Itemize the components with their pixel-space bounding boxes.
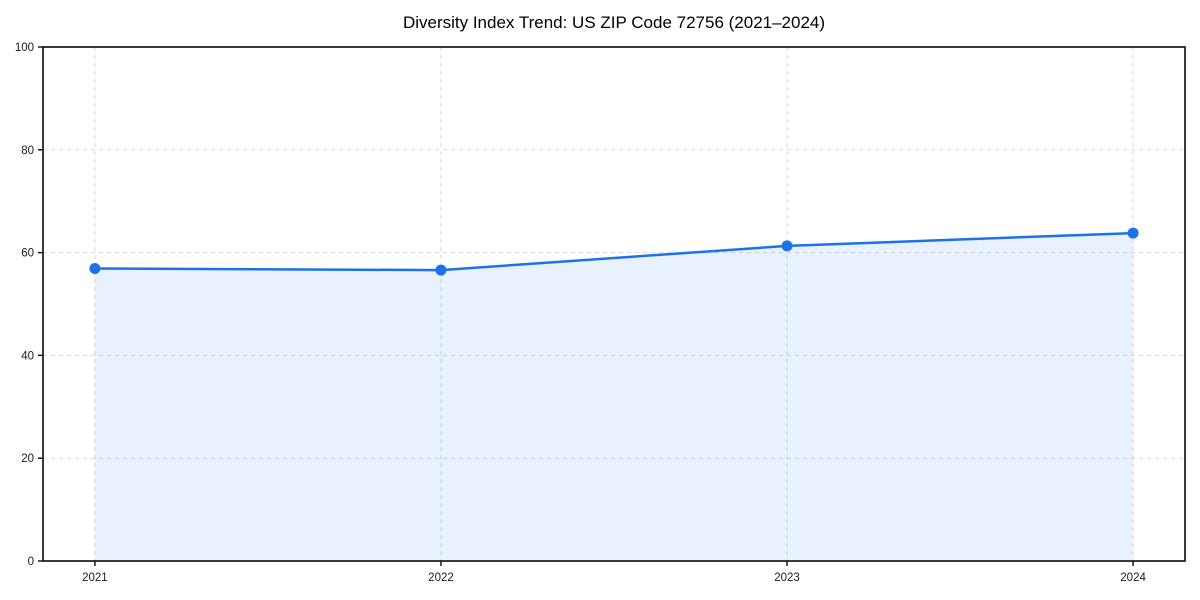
- y-tick-label: 20: [21, 453, 34, 465]
- x-tick-label: 2022: [428, 572, 454, 584]
- y-tick-label: 40: [21, 350, 34, 362]
- x-tick-label: 2024: [1120, 572, 1146, 584]
- x-tick-label: 2021: [82, 572, 108, 584]
- data-point-marker: [89, 263, 101, 275]
- y-tick-label: 80: [21, 145, 34, 157]
- data-point-marker: [781, 240, 793, 252]
- y-tick-label: 60: [21, 248, 34, 260]
- y-tick-label: 0: [28, 556, 34, 568]
- series-line: [93, 231, 1135, 272]
- x-tick-label: 2023: [774, 572, 800, 584]
- y-tick-label: 100: [15, 42, 34, 54]
- data-point-marker: [435, 264, 447, 276]
- series-area-fill: [94, 233, 1134, 561]
- plot-border: [42, 46, 1186, 562]
- chart-title: Diversity Index Trend: US ZIP Code 72756…: [402, 13, 826, 32]
- data-point-marker: [1127, 227, 1139, 239]
